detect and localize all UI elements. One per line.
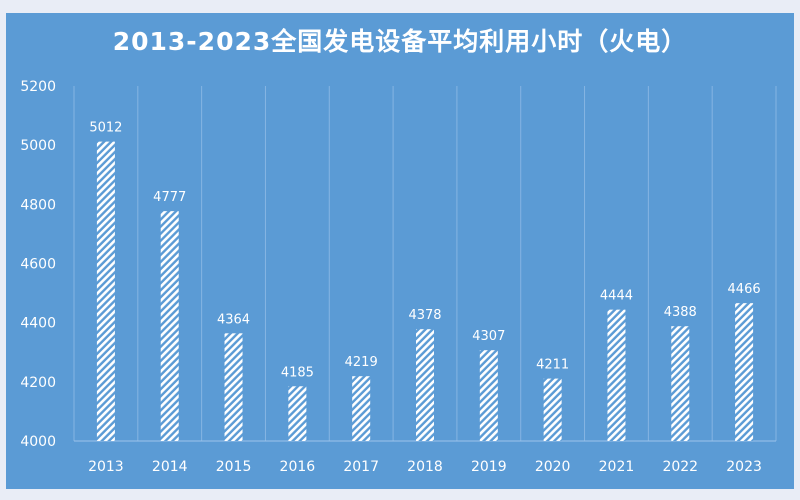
x-tick-label: 2013 <box>88 459 124 475</box>
y-tick-label: 4000 <box>20 434 56 450</box>
y-tick-label: 4800 <box>20 197 56 213</box>
bar <box>352 376 371 441</box>
bar <box>479 350 498 441</box>
y-tick-label: 5200 <box>20 79 56 95</box>
x-tick-label: 2018 <box>407 459 443 475</box>
x-tick-label: 2017 <box>343 459 379 475</box>
bar <box>96 141 115 441</box>
data-label: 4185 <box>281 365 314 380</box>
x-tick-label: 2019 <box>471 459 507 475</box>
data-label: 4444 <box>600 289 633 304</box>
bar <box>543 378 562 441</box>
data-label: 4211 <box>536 358 569 373</box>
x-tick-label: 2021 <box>599 459 635 475</box>
x-tick-label: 2023 <box>726 459 762 475</box>
y-tick-label: 4600 <box>20 257 56 273</box>
x-tick-label: 2022 <box>662 459 698 475</box>
y-tick-label: 4400 <box>20 316 56 332</box>
bar <box>160 211 179 441</box>
y-tick-label: 5000 <box>20 138 56 154</box>
data-label: 4364 <box>217 312 250 327</box>
x-tick-label: 2014 <box>152 459 188 475</box>
bar <box>224 333 243 441</box>
bar <box>735 303 754 441</box>
data-label: 4219 <box>345 355 378 370</box>
data-label: 5012 <box>89 121 122 136</box>
data-label: 4378 <box>408 308 441 323</box>
bar <box>671 326 690 441</box>
y-tick-label: 4200 <box>20 375 56 391</box>
data-label: 4777 <box>153 190 186 205</box>
data-label: 4307 <box>472 329 505 344</box>
x-tick-label: 2020 <box>535 459 571 475</box>
x-tick-label: 2016 <box>280 459 316 475</box>
bar <box>416 329 434 441</box>
x-tick-label: 2015 <box>216 459 252 475</box>
chart-title: 2013-2023全国发电设备平均利用小时（火电） <box>112 27 688 56</box>
data-label: 4466 <box>728 282 761 297</box>
bar <box>288 386 307 441</box>
bar <box>607 309 626 441</box>
data-label: 4388 <box>664 305 697 320</box>
